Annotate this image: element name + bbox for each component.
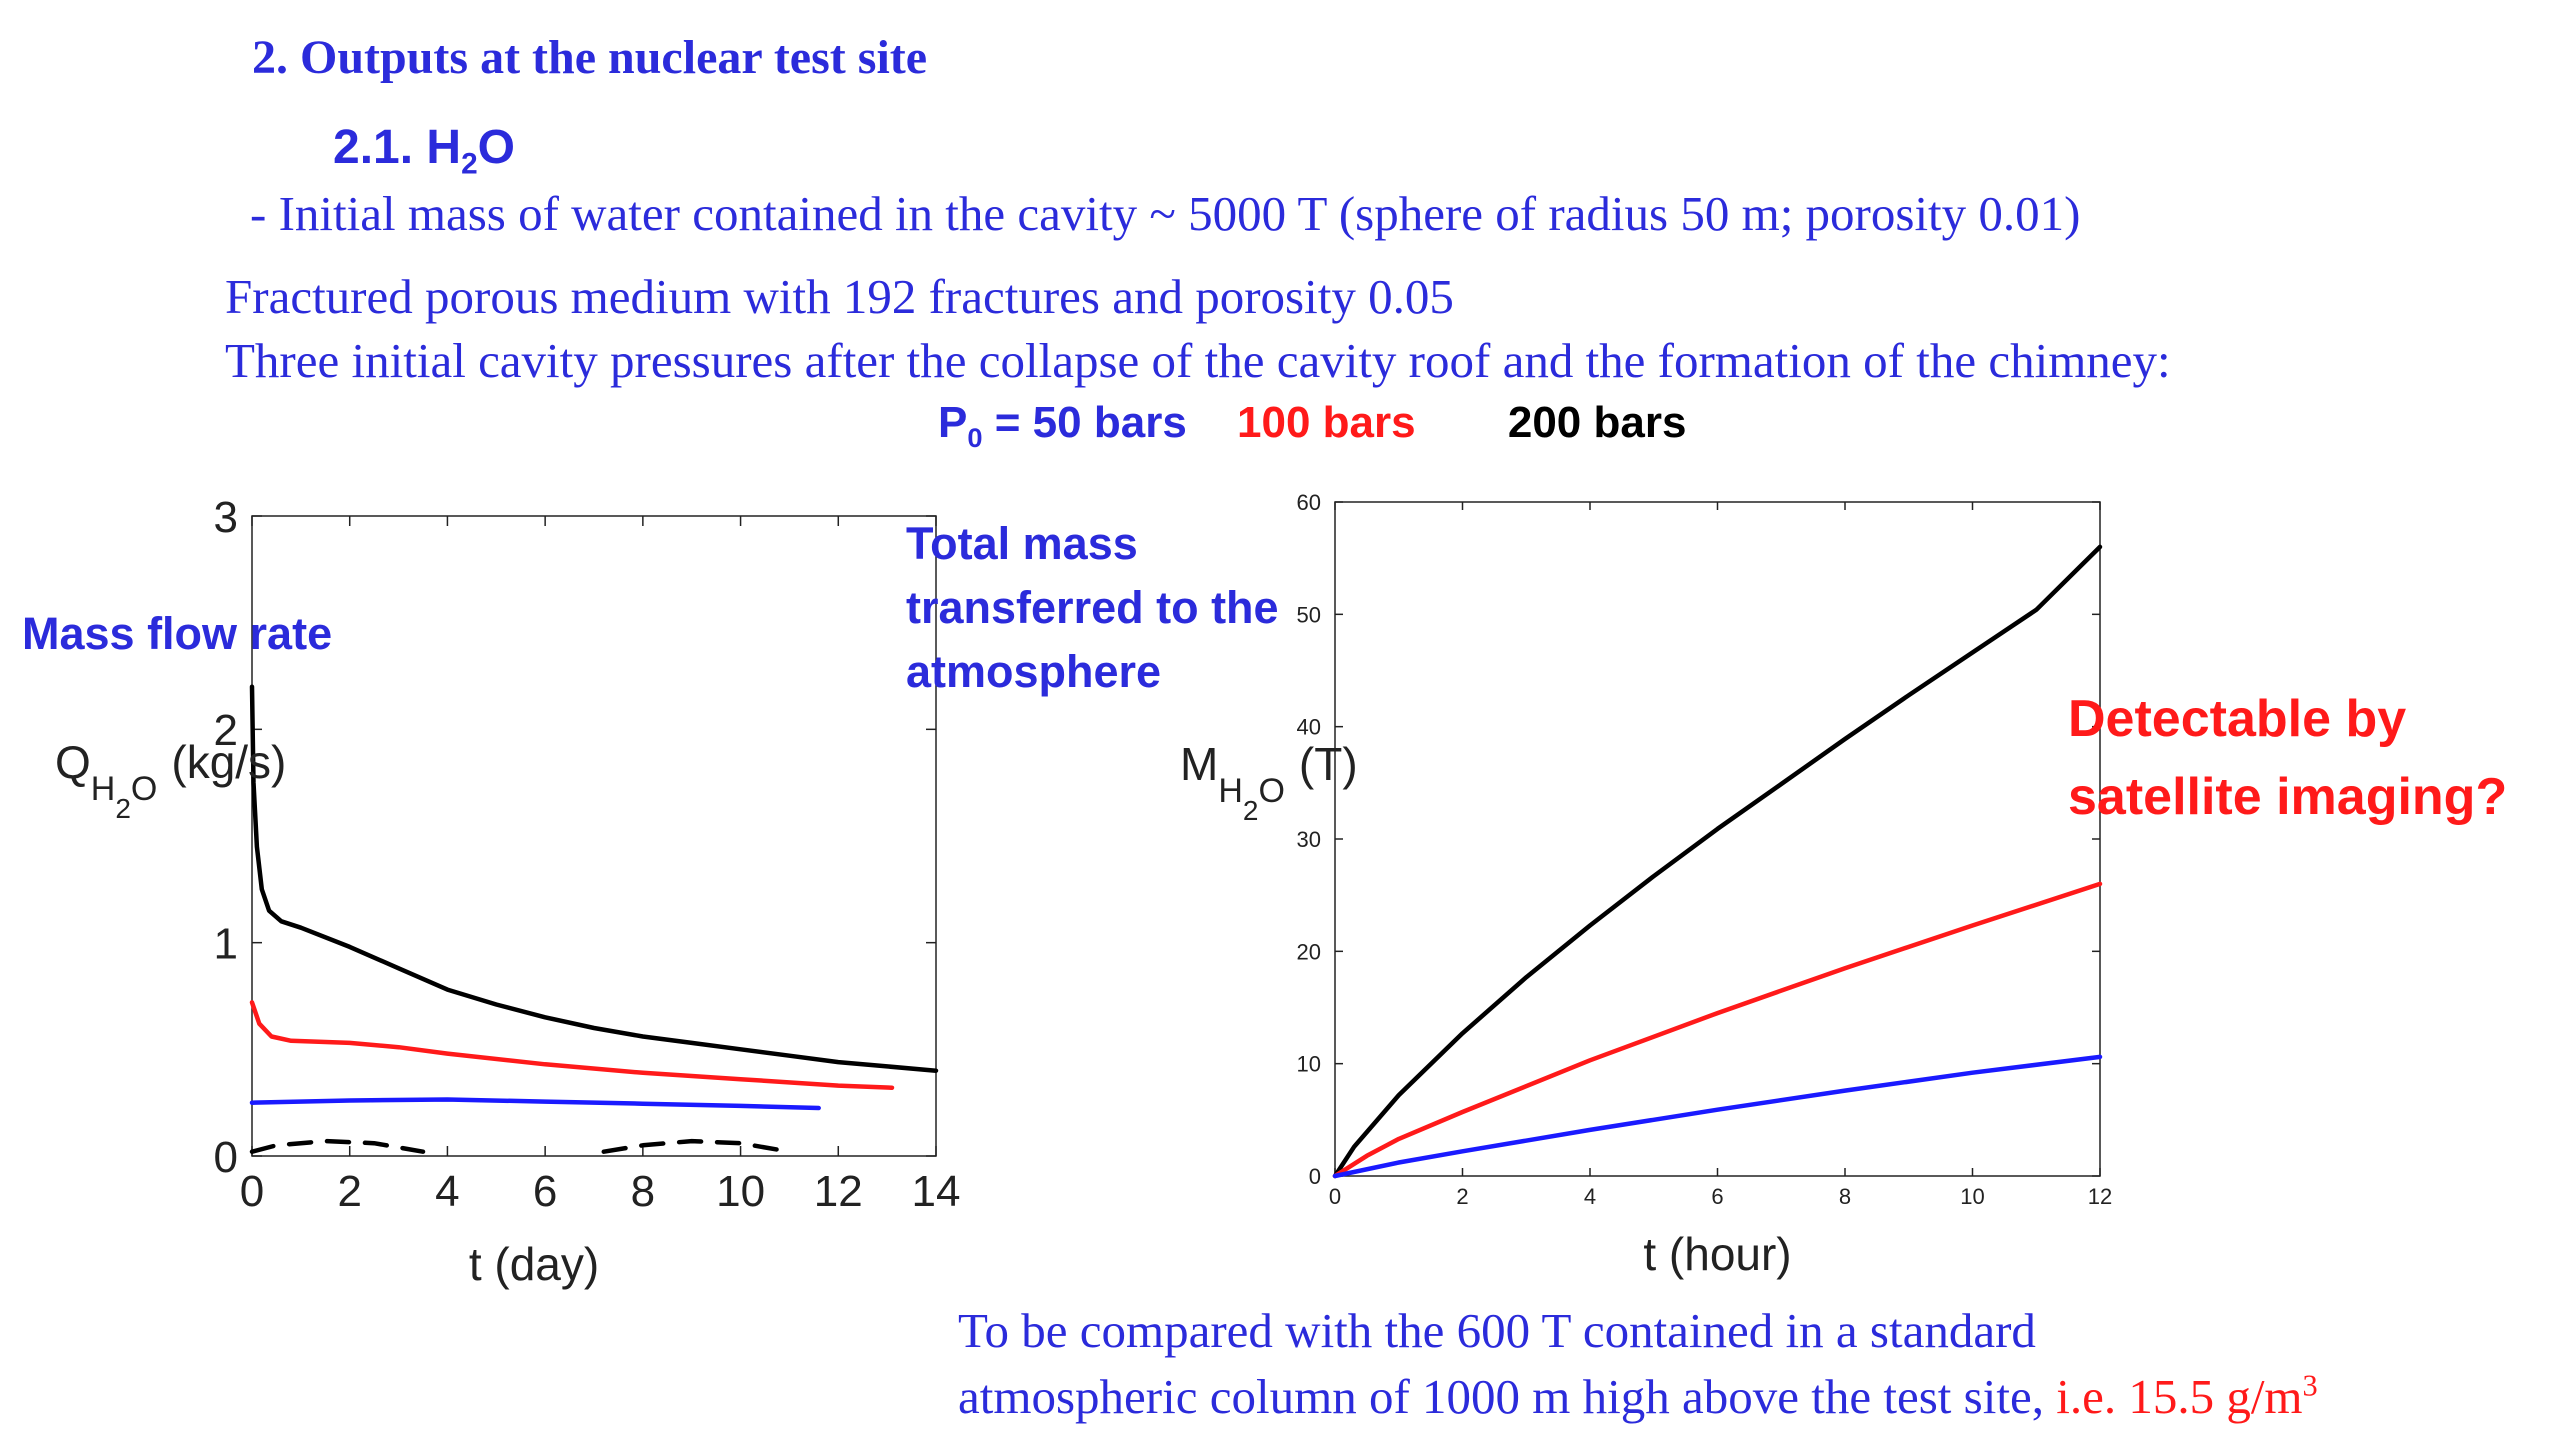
text-line-initial-mass: - Initial mass of water contained in the… bbox=[250, 186, 2081, 241]
y-label-sub2: O bbox=[1258, 772, 1284, 810]
y-label-sub: H bbox=[91, 770, 116, 808]
subheading-prefix: 2.1. H bbox=[333, 121, 462, 174]
series-line-black-dashed bbox=[601, 1138, 792, 1154]
x-tick-label: 8 bbox=[1839, 1184, 1851, 1209]
x-tick-label: 4 bbox=[435, 1167, 459, 1216]
y-tick-label: 40 bbox=[1297, 715, 1321, 740]
series-line-black-dashed bbox=[249, 1138, 426, 1154]
y-tick-label: 2 bbox=[214, 706, 238, 755]
x-tick-label: 8 bbox=[631, 1167, 655, 1216]
bottom-line-2-blue: atmospheric column of 1000 m high above … bbox=[958, 1369, 2057, 1424]
pressure-legend: P0 = 50 bars 100 bars 200 bars bbox=[938, 398, 1724, 454]
y-axis-label: QH2O (kg/s) bbox=[55, 736, 286, 824]
series-line-red bbox=[249, 1000, 895, 1090]
p50-label: = 50 bars bbox=[982, 398, 1187, 447]
section-heading: 2. Outputs at the nuclear test site bbox=[252, 31, 928, 84]
y-tick-label: 60 bbox=[1297, 490, 1321, 515]
x-tick-label: 6 bbox=[1711, 1184, 1723, 1209]
y-tick-label: 50 bbox=[1297, 602, 1321, 627]
x-tick-label: 12 bbox=[814, 1167, 863, 1216]
x-tick-label: 6 bbox=[533, 1167, 557, 1216]
text-line-fractured-medium: Fractured porous medium with 192 fractur… bbox=[225, 269, 1454, 324]
callout-total-mass: Total mass transferred to the atmosphere bbox=[906, 518, 1279, 697]
plot-frame bbox=[1334, 501, 2101, 1177]
bottom-line-1: To be compared with the 600 T contained … bbox=[958, 1303, 2036, 1358]
x-tick-label: 10 bbox=[716, 1167, 765, 1216]
y-label-sub2: O bbox=[131, 770, 157, 808]
x-tick-label: 0 bbox=[1329, 1184, 1341, 1209]
series-line-black bbox=[249, 684, 939, 1073]
subheading-suffix: O bbox=[477, 121, 515, 174]
x-tick-label: 2 bbox=[1456, 1184, 1468, 1209]
x-tick-label: 12 bbox=[2088, 1184, 2112, 1209]
x-tick-label: 10 bbox=[1960, 1184, 1984, 1209]
x-tick-label: 14 bbox=[912, 1167, 961, 1216]
series-line-red bbox=[1332, 881, 2103, 1179]
y-tick-label: 20 bbox=[1297, 939, 1321, 964]
y-label-unit: (kg/s) bbox=[171, 736, 286, 788]
y-tick-label: 10 bbox=[1297, 1052, 1321, 1077]
y-label-subsub: 2 bbox=[1243, 795, 1259, 826]
x-axis-label: t (day) bbox=[469, 1238, 599, 1290]
subsection-heading: 2.1. H2O bbox=[333, 120, 515, 182]
text-line-pressures-intro: Three initial cavity pressures after the… bbox=[225, 333, 2171, 388]
callout-detectable: Detectable by satellite imaging? bbox=[2068, 690, 2508, 826]
y-label-unit: (T) bbox=[1299, 738, 1358, 790]
x-tick-label: 2 bbox=[337, 1167, 361, 1216]
plot-frame bbox=[251, 515, 937, 1157]
y-tick-label: 30 bbox=[1297, 827, 1321, 852]
y-label-sub: H bbox=[1218, 772, 1243, 810]
series-line-blue bbox=[249, 1097, 821, 1111]
p0-sub: 0 bbox=[967, 421, 983, 453]
p0-prefix: P bbox=[938, 398, 968, 447]
callout-mass-flow: Mass flow rate bbox=[22, 608, 333, 659]
bottom-line-2: atmospheric column of 1000 m high above … bbox=[958, 1368, 2318, 1425]
y-axis-label: MH2O (T) bbox=[1180, 738, 1358, 826]
pressure-50: P0 = 50 bars bbox=[938, 398, 1187, 453]
x-tick-label: 4 bbox=[1584, 1184, 1596, 1209]
y-label-main: M bbox=[1180, 738, 1218, 790]
pressure-200: 200 bars bbox=[1507, 398, 1687, 447]
y-tick-label: 1 bbox=[214, 920, 238, 969]
bottom-line-2-red: i.e. 15.5 g/m bbox=[2056, 1369, 2303, 1424]
series-line-black bbox=[1332, 544, 2103, 1179]
y-tick-label: 0 bbox=[1309, 1164, 1321, 1189]
y-tick-label: 3 bbox=[214, 493, 238, 542]
y-label-subsub: 2 bbox=[115, 793, 131, 824]
subheading-sub: 2 bbox=[461, 147, 478, 181]
pressure-100: 100 bars bbox=[1237, 398, 1416, 447]
bottom-line-2-sup: 3 bbox=[2302, 1368, 2318, 1403]
x-tick-label: 0 bbox=[240, 1167, 264, 1216]
series-line-blue bbox=[1332, 1054, 2103, 1179]
y-tick-label: 0 bbox=[214, 1133, 238, 1182]
x-axis-label: t (hour) bbox=[1643, 1228, 1791, 1280]
y-label-main: Q bbox=[55, 736, 91, 788]
